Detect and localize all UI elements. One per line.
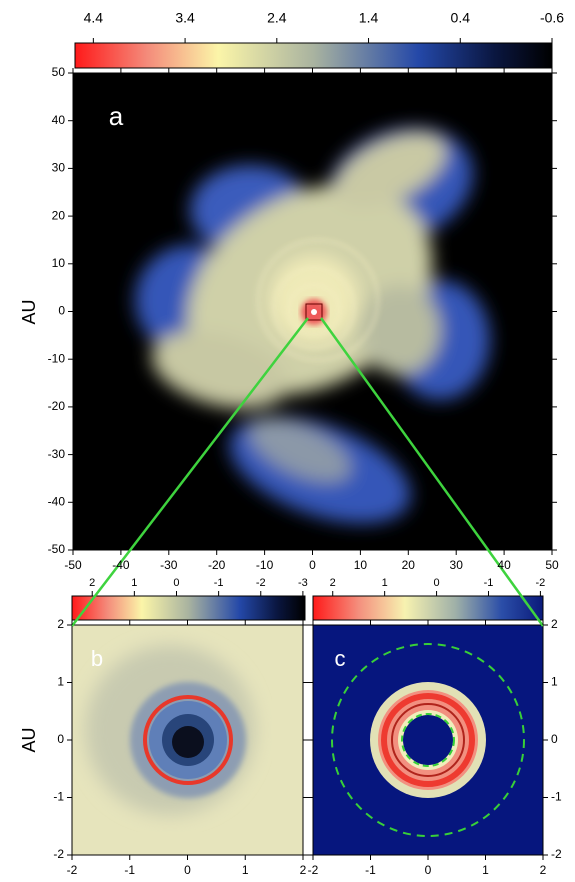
colorbar-tick-label: 4.4 bbox=[84, 10, 104, 26]
x-tick-label: 20 bbox=[402, 558, 416, 572]
y-tick-label: 1 bbox=[57, 675, 64, 689]
y-tick-label: 50 bbox=[52, 65, 66, 79]
y-tick-label: 0 bbox=[58, 304, 65, 318]
colorbar-tick-label: -2 bbox=[536, 577, 546, 589]
x-tick-label: 2 bbox=[300, 863, 307, 877]
y-tick-label: -30 bbox=[48, 447, 66, 461]
x-tick-label: 50 bbox=[545, 558, 559, 572]
x-tick-label: -1 bbox=[365, 863, 376, 877]
x-tick-label: 1 bbox=[242, 863, 249, 877]
y-tick-label: -10 bbox=[48, 351, 66, 365]
colorbar-tick-label: -0.6 bbox=[540, 10, 564, 26]
y-tick-label: 40 bbox=[52, 113, 66, 127]
x-tick-label: -2 bbox=[67, 863, 78, 877]
y-tick-label: -50 bbox=[48, 542, 66, 556]
colorbar-tick-label: -3 bbox=[298, 577, 308, 589]
x-tick-label: 10 bbox=[354, 558, 368, 572]
colorbar bbox=[71, 595, 306, 621]
panel-label: b bbox=[91, 646, 103, 671]
x-tick-label: -2 bbox=[308, 863, 319, 877]
zoom-line bbox=[319, 317, 545, 627]
x-tick-label: -10 bbox=[256, 558, 274, 572]
x-tick-label: 1 bbox=[482, 863, 489, 877]
colorbar-tick-label: 3.4 bbox=[175, 10, 195, 26]
colorbar-tick-label: -2 bbox=[256, 577, 266, 589]
x-tick-label: 2 bbox=[540, 863, 547, 877]
colorbar-tick-label: 0.4 bbox=[451, 10, 471, 26]
colorbar-tick-label: 1.4 bbox=[359, 10, 379, 26]
colorbar-tick-label: 1 bbox=[131, 577, 137, 589]
x-tick-label: -1 bbox=[124, 863, 135, 877]
panel-label: a bbox=[109, 101, 124, 131]
x-tick-label: 30 bbox=[450, 558, 464, 572]
zoom-map bbox=[72, 625, 303, 855]
x-tick-label: 0 bbox=[309, 558, 316, 572]
zoom-line bbox=[71, 317, 309, 627]
y-tick-label: 0 bbox=[551, 732, 558, 746]
colorbar-tick-label: -1 bbox=[484, 577, 494, 589]
y-tick-label: 2 bbox=[57, 617, 64, 631]
x-tick-label: 0 bbox=[425, 863, 432, 877]
colorbar-tick-label: 0 bbox=[173, 577, 179, 589]
y-tick-label: 2 bbox=[551, 617, 558, 631]
density-map bbox=[73, 73, 552, 550]
y-tick-label: 1 bbox=[551, 675, 558, 689]
y-tick-label: 0 bbox=[57, 732, 64, 746]
colorbar bbox=[74, 42, 553, 69]
x-tick-label: -20 bbox=[208, 558, 226, 572]
y-tick-label: -40 bbox=[48, 494, 66, 508]
y-tick-label: -1 bbox=[53, 790, 64, 804]
y-tick-label: -1 bbox=[551, 790, 562, 804]
y-tick-label: 30 bbox=[52, 161, 66, 175]
y-tick-label: -20 bbox=[48, 399, 66, 413]
x-tick-label: -40 bbox=[112, 558, 130, 572]
y-tick-label: 10 bbox=[52, 256, 66, 270]
y-axis-label: AU bbox=[19, 299, 39, 324]
colorbar-tick-label: 2 bbox=[330, 577, 336, 589]
y-tick-label: -2 bbox=[53, 847, 64, 861]
colorbar-tick-label: 1 bbox=[382, 577, 388, 589]
x-tick-label: 40 bbox=[497, 558, 511, 572]
y-axis-label: AU bbox=[19, 727, 39, 752]
colorbar bbox=[312, 595, 544, 621]
x-tick-label: -50 bbox=[64, 558, 82, 572]
colorbar-tick-label: 2.4 bbox=[267, 10, 287, 26]
zoom-map bbox=[313, 625, 543, 855]
panel-label: c bbox=[335, 646, 346, 671]
colorbar-tick-label: 2 bbox=[89, 577, 95, 589]
x-tick-label: -30 bbox=[160, 558, 178, 572]
colorbar-tick-label: 0 bbox=[434, 577, 440, 589]
x-tick-label: 0 bbox=[184, 863, 191, 877]
y-tick-label: -2 bbox=[551, 847, 562, 861]
y-tick-label: 20 bbox=[52, 208, 66, 222]
colorbar-tick-label: -1 bbox=[214, 577, 224, 589]
